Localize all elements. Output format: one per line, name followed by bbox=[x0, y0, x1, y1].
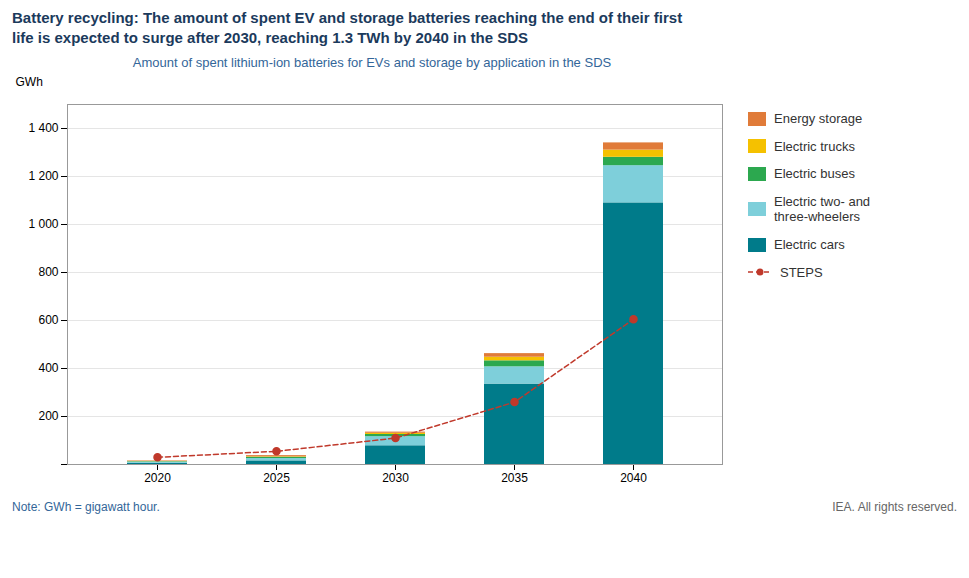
svg-text:1 000: 1 000 bbox=[28, 217, 58, 231]
svg-text:400: 400 bbox=[38, 361, 58, 375]
html-text:Energy storage: Energy storage bbox=[774, 111, 863, 126]
svg-text:GWh: GWh bbox=[16, 75, 43, 89]
html-text:Amount of spent lithium-ion ba: Amount of spent lithium-ion batteries fo… bbox=[132, 55, 612, 70]
html-text:Electric trucks: Electric trucks bbox=[774, 138, 855, 154]
svg-text:2035: 2035 bbox=[501, 471, 528, 485]
svg-text:1 400: 1 400 bbox=[28, 121, 58, 135]
html-text:Electric cars: Electric cars bbox=[774, 237, 845, 252]
svg-text:600: 600 bbox=[38, 313, 58, 327]
svg-text:2040: 2040 bbox=[620, 471, 647, 485]
svg-text:2025: 2025 bbox=[263, 471, 290, 485]
html-text:Battery recycling: The amount: Battery recycling: The amount of spent E… bbox=[12, 9, 683, 46]
svg-text:2020: 2020 bbox=[144, 471, 171, 485]
html-text:Electric buses: Electric buses bbox=[774, 166, 855, 182]
svg-text:2030: 2030 bbox=[382, 471, 409, 485]
html-text:IEA. All rights reserved.: IEA. All rights reserved. bbox=[832, 500, 957, 514]
html-text:STEPS: STEPS bbox=[780, 264, 823, 280]
svg-text:800: 800 bbox=[38, 265, 58, 279]
svg-text:1 200: 1 200 bbox=[28, 169, 58, 183]
svg-text:200: 200 bbox=[38, 409, 58, 423]
html-text:Electric two- and three-wheele: Electric two- and three-wheelers bbox=[774, 193, 871, 225]
html-text:Note: GWh = gigawatt hour.: Note: GWh = gigawatt hour. bbox=[12, 500, 160, 514]
